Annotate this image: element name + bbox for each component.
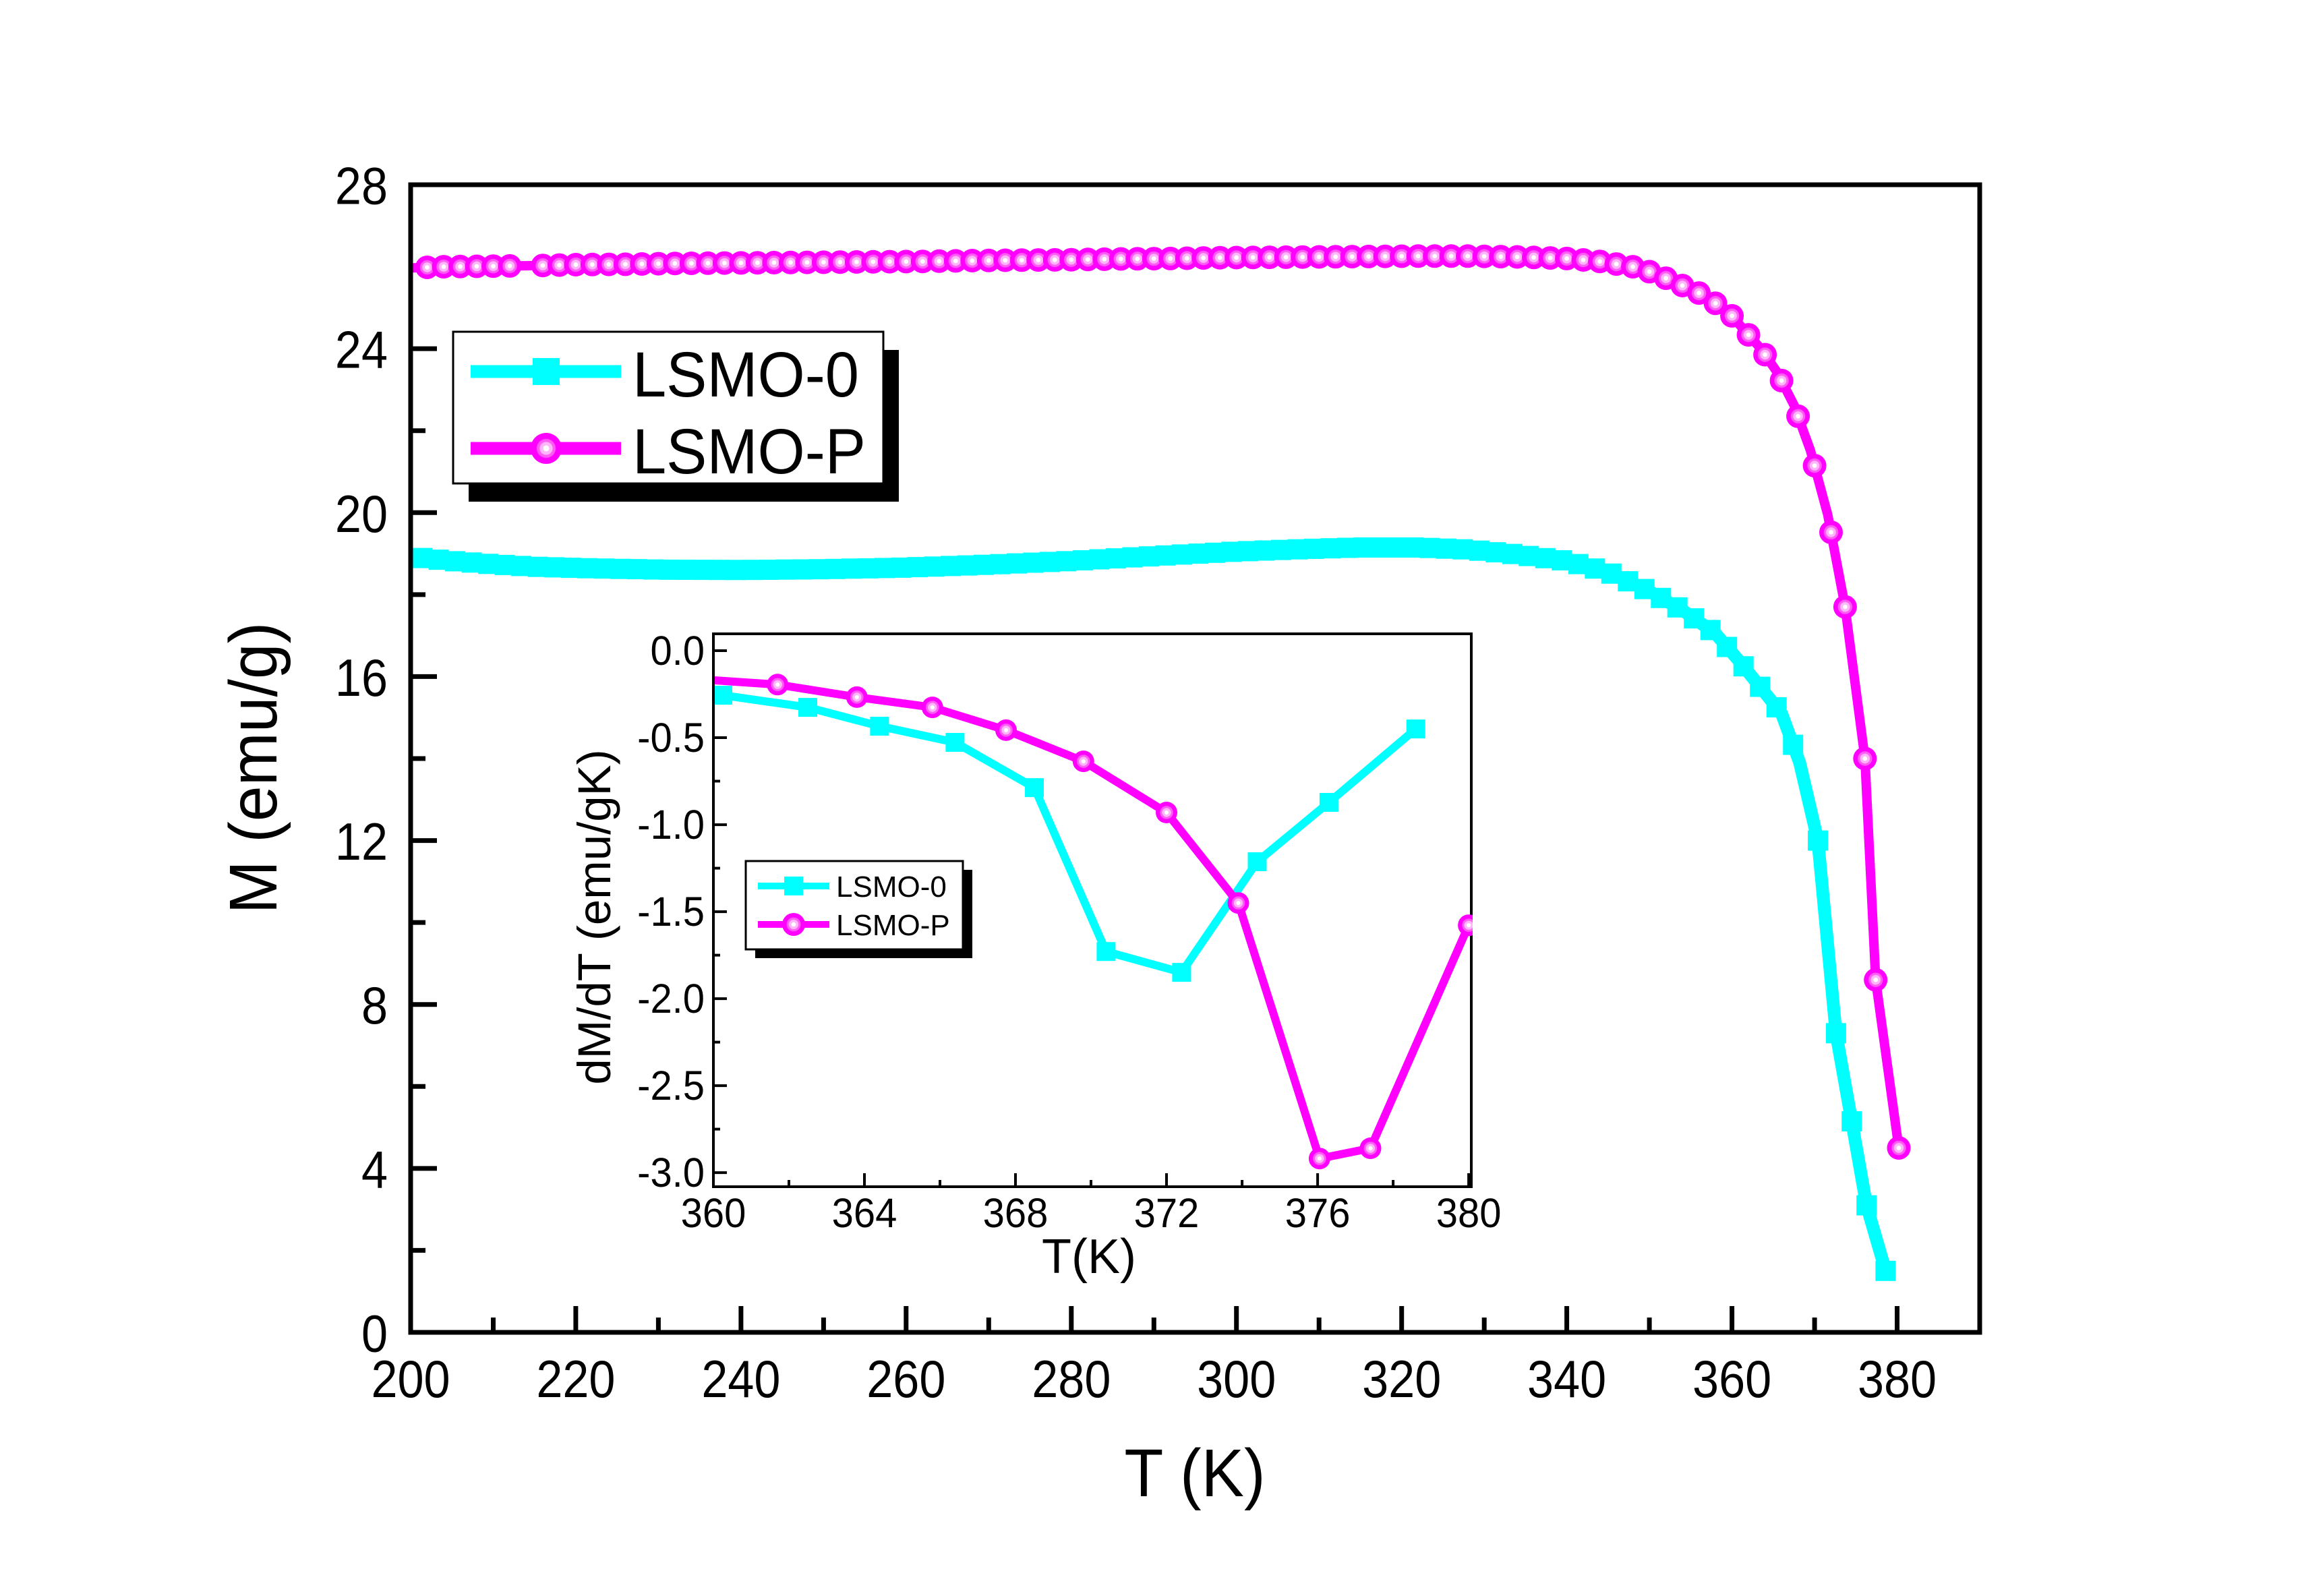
svg-text:360: 360 (681, 1190, 746, 1237)
svg-text:-1.0: -1.0 (637, 802, 705, 848)
svg-text:dM/dT (emu/gK): dM/dT (emu/gK) (568, 749, 620, 1084)
svg-text:360: 360 (1692, 1350, 1771, 1409)
svg-text:20: 20 (335, 484, 388, 543)
svg-text:28: 28 (335, 156, 388, 215)
svg-text:-3.0: -3.0 (637, 1150, 705, 1196)
svg-text:380: 380 (1858, 1350, 1937, 1409)
svg-text:24: 24 (335, 320, 388, 379)
svg-text:364: 364 (832, 1190, 897, 1237)
svg-text:LSMO-P: LSMO-P (632, 415, 866, 487)
svg-text:T(K): T(K) (1042, 1230, 1136, 1284)
svg-text:260: 260 (866, 1350, 945, 1409)
svg-text:368: 368 (983, 1190, 1049, 1237)
svg-text:8: 8 (361, 976, 388, 1035)
svg-text:0.0: 0.0 (650, 628, 705, 674)
svg-text:12: 12 (335, 812, 388, 871)
svg-text:-1.5: -1.5 (637, 889, 705, 935)
svg-text:M (emu/g): M (emu/g) (216, 622, 291, 914)
svg-text:LSMO-0: LSMO-0 (632, 338, 859, 411)
svg-text:200: 200 (371, 1350, 450, 1409)
svg-text:-2.0: -2.0 (637, 976, 705, 1022)
svg-text:4: 4 (361, 1140, 388, 1199)
svg-text:-2.5: -2.5 (637, 1063, 705, 1109)
svg-text:300: 300 (1197, 1350, 1276, 1409)
svg-text:-0.5: -0.5 (637, 715, 705, 761)
svg-text:LSMO-0: LSMO-0 (836, 870, 947, 904)
svg-text:220: 220 (536, 1350, 615, 1409)
svg-text:320: 320 (1362, 1350, 1441, 1409)
svg-text:0: 0 (361, 1304, 388, 1363)
svg-text:280: 280 (1032, 1350, 1111, 1409)
svg-text:16: 16 (335, 648, 388, 707)
svg-text:340: 340 (1527, 1350, 1606, 1409)
svg-text:T (K): T (K) (1124, 1436, 1265, 1511)
svg-text:LSMO-P: LSMO-P (836, 909, 950, 942)
svg-text:372: 372 (1134, 1190, 1200, 1237)
svg-text:376: 376 (1285, 1190, 1351, 1237)
svg-text:380: 380 (1436, 1190, 1502, 1237)
svg-text:240: 240 (701, 1350, 780, 1409)
